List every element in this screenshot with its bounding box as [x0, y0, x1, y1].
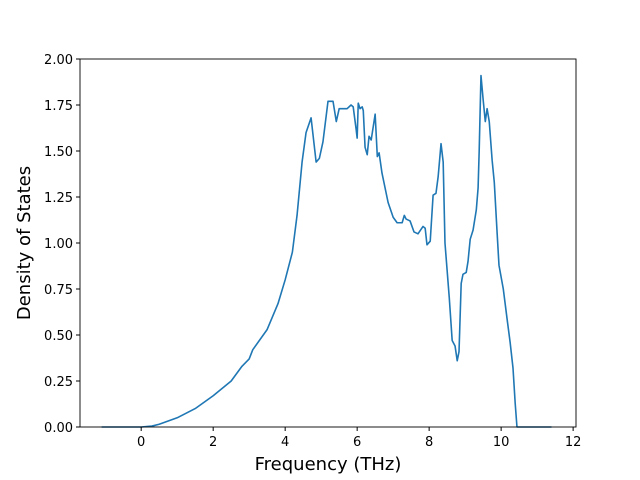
y-tick-label: 1.75	[44, 99, 73, 114]
x-tick-label: 6	[353, 435, 361, 450]
x-tick-label: 0	[137, 435, 145, 450]
y-tick-label: 0.75	[44, 283, 73, 298]
y-axis-label: Density of States	[14, 166, 35, 320]
data-line	[101, 74, 552, 428]
x-tick-label: 4	[281, 435, 289, 450]
x-tick-label: 10	[493, 435, 510, 450]
y-tick-label: 0.00	[44, 421, 73, 436]
x-tick-label: 8	[425, 435, 433, 450]
plot-frame	[79, 58, 577, 428]
x-tick-label: 12	[565, 435, 582, 450]
x-axis-label: Frequency (THz)	[255, 454, 402, 475]
y-tick-label: 0.25	[44, 375, 73, 390]
y-tick-label: 1.50	[44, 145, 73, 160]
y-tick-label: 1.25	[44, 191, 73, 206]
x-tick-label: 2	[209, 435, 217, 450]
y-tick-label: 0.50	[44, 329, 73, 344]
y-tick-label: 2.00	[44, 53, 73, 68]
y-tick-label: 1.00	[44, 237, 73, 252]
